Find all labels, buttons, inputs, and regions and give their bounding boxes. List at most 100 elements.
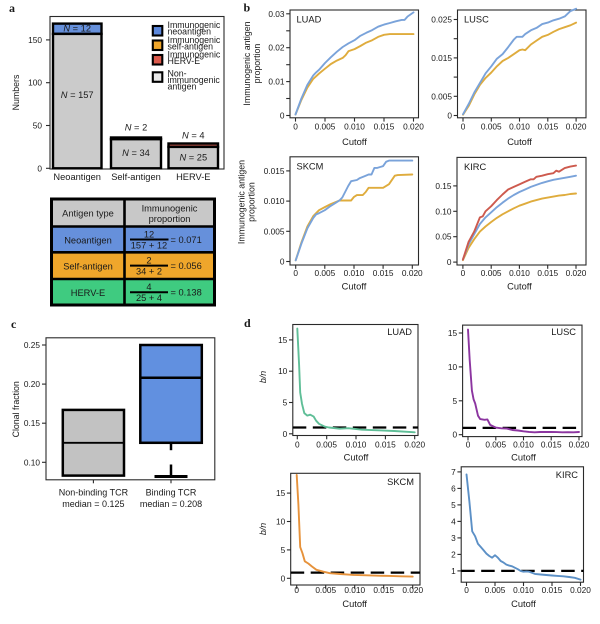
svg-text:Binding TCR: Binding TCR — [146, 488, 197, 498]
svg-text:0: 0 — [461, 122, 466, 132]
svg-text:Cutoff: Cutoff — [342, 282, 367, 292]
svg-text:0: 0 — [293, 122, 298, 132]
svg-text:0: 0 — [295, 440, 300, 450]
svg-text:Cutoff: Cutoff — [507, 282, 532, 292]
svg-text:a: a — [9, 1, 15, 15]
svg-text:KIRC: KIRC — [556, 470, 578, 480]
svg-text:0.020: 0.020 — [566, 268, 587, 278]
svg-text:1: 1 — [451, 566, 456, 576]
svg-text:0: 0 — [447, 111, 452, 121]
svg-text:Immunogenic: Immunogenic — [168, 35, 221, 45]
svg-text:0.015: 0.015 — [542, 585, 563, 595]
svg-text:0.15: 0.15 — [24, 418, 41, 428]
svg-text:0.010: 0.010 — [513, 585, 534, 595]
svg-text:Cutoff: Cutoff — [511, 453, 536, 463]
svg-text:5: 5 — [452, 396, 457, 406]
svg-text:self-antigen: self-antigen — [168, 41, 214, 51]
svg-text:LUAD: LUAD — [297, 15, 322, 25]
svg-text:0.05: 0.05 — [435, 232, 452, 242]
svg-text:0.005: 0.005 — [485, 585, 506, 595]
svg-text:proportion: proportion — [149, 214, 191, 224]
svg-text:0.10: 0.10 — [435, 206, 452, 216]
svg-text:0.20: 0.20 — [24, 379, 41, 389]
svg-text:SKCM: SKCM — [387, 477, 414, 487]
svg-text:0.010: 0.010 — [344, 268, 365, 278]
svg-text:Immunogenic: Immunogenic — [168, 20, 221, 30]
svg-text:Numbers: Numbers — [11, 74, 21, 110]
svg-text:0.25: 0.25 — [24, 340, 41, 350]
svg-text:N = 2: N = 2 — [125, 123, 148, 133]
svg-text:Neoantigen: Neoantigen — [53, 172, 101, 182]
svg-text:0.015: 0.015 — [431, 53, 452, 63]
svg-text:0.010: 0.010 — [344, 585, 365, 595]
svg-text:6: 6 — [451, 483, 456, 493]
svg-text:0.015: 0.015 — [373, 585, 394, 595]
svg-text:LUAD: LUAD — [387, 327, 412, 337]
svg-text:median = 0.125: median = 0.125 — [62, 499, 124, 509]
svg-text:Self-antigen: Self-antigen — [111, 172, 161, 182]
svg-text:Cutoff: Cutoff — [507, 137, 532, 147]
svg-text:0: 0 — [461, 268, 466, 278]
svg-text:0.015: 0.015 — [541, 440, 562, 450]
svg-text:b/n: b/n — [258, 523, 268, 535]
svg-text:antigen: antigen — [168, 81, 197, 91]
svg-text:0: 0 — [452, 430, 457, 440]
svg-text:0.020: 0.020 — [403, 122, 424, 132]
svg-text:HERV-E: HERV-E — [168, 56, 201, 66]
svg-text:0.020: 0.020 — [566, 122, 587, 132]
svg-text:Immunogenic: Immunogenic — [168, 50, 221, 60]
svg-text:7: 7 — [451, 467, 456, 477]
svg-text:0.005: 0.005 — [314, 268, 335, 278]
svg-text:Cutoff: Cutoff — [344, 453, 369, 463]
svg-text:5: 5 — [281, 545, 286, 555]
svg-text:b/n: b/n — [258, 371, 268, 383]
svg-text:N = 25: N = 25 — [179, 153, 207, 163]
svg-text:0: 0 — [280, 257, 285, 267]
svg-text:4: 4 — [146, 282, 151, 292]
svg-text:2: 2 — [451, 549, 456, 559]
svg-text:0.10: 0.10 — [24, 457, 41, 467]
svg-text:N = 12: N = 12 — [63, 24, 91, 34]
svg-text:0.015: 0.015 — [537, 122, 558, 132]
svg-text:Immunogenic antigen: Immunogenic antigen — [237, 160, 247, 244]
svg-text:5: 5 — [451, 500, 456, 510]
svg-text:neoantigen: neoantigen — [168, 26, 212, 36]
svg-text:4: 4 — [451, 516, 456, 526]
svg-text:0: 0 — [293, 268, 298, 278]
svg-text:10: 10 — [448, 362, 458, 372]
svg-text:LUSC: LUSC — [551, 327, 576, 337]
svg-text:LUSC: LUSC — [464, 15, 489, 25]
svg-text:0.005: 0.005 — [315, 585, 336, 595]
svg-text:34 + 2: 34 + 2 — [136, 267, 162, 277]
svg-text:Antigen type: Antigen type — [62, 209, 114, 219]
svg-text:HERV-E: HERV-E — [176, 172, 210, 182]
svg-text:KIRC: KIRC — [464, 162, 486, 172]
svg-text:= 0.056: = 0.056 — [171, 261, 202, 271]
svg-text:0.020: 0.020 — [402, 585, 423, 595]
svg-text:0.015: 0.015 — [375, 440, 396, 450]
svg-text:0.005: 0.005 — [431, 91, 452, 101]
svg-text:0.010: 0.010 — [509, 122, 530, 132]
svg-text:0.005: 0.005 — [485, 440, 506, 450]
svg-text:10: 10 — [276, 517, 286, 527]
svg-text:0.02: 0.02 — [268, 43, 285, 53]
svg-text:3: 3 — [451, 533, 456, 543]
svg-text:0: 0 — [280, 111, 285, 121]
svg-text:Immunogenic: Immunogenic — [142, 204, 198, 214]
svg-text:immunogenic: immunogenic — [168, 75, 221, 85]
svg-text:Cutoff: Cutoff — [342, 599, 367, 609]
svg-text:proportion: proportion — [252, 44, 262, 84]
svg-text:2: 2 — [146, 255, 151, 265]
svg-text:12: 12 — [144, 229, 154, 239]
svg-text:0.010: 0.010 — [513, 440, 534, 450]
svg-text:median = 0.208: median = 0.208 — [140, 499, 202, 509]
svg-text:Cutoff: Cutoff — [511, 599, 536, 609]
svg-text:0.015: 0.015 — [264, 166, 285, 176]
svg-text:Clonal fraction: Clonal fraction — [11, 381, 21, 437]
svg-text:SKCM: SKCM — [297, 162, 324, 172]
svg-text:Self-antigen: Self-antigen — [63, 262, 113, 272]
svg-text:Cutoff: Cutoff — [342, 137, 367, 147]
svg-text:50: 50 — [33, 121, 43, 131]
svg-text:15: 15 — [276, 488, 286, 498]
svg-text:Non-: Non- — [168, 69, 187, 79]
